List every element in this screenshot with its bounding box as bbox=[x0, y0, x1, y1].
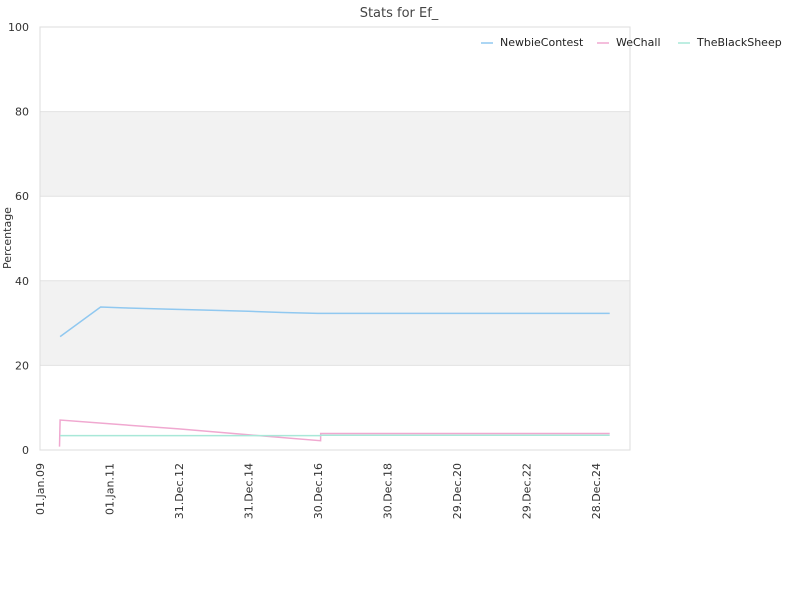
y-tick-label: 60 bbox=[15, 190, 29, 203]
x-tick-label: 29.Dec.20 bbox=[451, 463, 464, 519]
x-tick-label: 31.Dec.14 bbox=[243, 463, 256, 519]
y-tick-label: 80 bbox=[15, 106, 29, 119]
legend: NewbieContest WeChall TheBlackSheep bbox=[481, 36, 782, 49]
grid-band bbox=[40, 280, 630, 366]
y-axis-label: Percentage bbox=[1, 207, 14, 269]
y-tick-labels: 0 20 40 60 80 100 bbox=[8, 21, 29, 457]
legend-label: TheBlackSheep bbox=[696, 36, 782, 49]
gridlines bbox=[40, 26, 630, 451]
y-tick-label: 40 bbox=[15, 275, 29, 288]
grid-bands bbox=[40, 111, 630, 366]
x-tick-label: 29.Dec.22 bbox=[521, 463, 534, 519]
x-tick-label: 30.Dec.18 bbox=[382, 463, 395, 519]
series-line bbox=[58, 419, 610, 447]
legend-label: WeChall bbox=[616, 36, 661, 49]
series-lines bbox=[58, 306, 610, 447]
series-line bbox=[59, 306, 610, 338]
plot-border bbox=[39, 26, 631, 451]
y-tick-label: 0 bbox=[22, 444, 29, 457]
y-tick-label: 20 bbox=[15, 359, 29, 372]
x-tick-label: 31.Dec.12 bbox=[173, 463, 186, 519]
x-tick-labels: 01.Jan.09 01.Jan.11 31.Dec.12 31.Dec.14 30.D… bbox=[34, 463, 603, 519]
y-tick-label: 100 bbox=[8, 21, 29, 34]
chart-title: Stats for Ef_ bbox=[360, 6, 439, 21]
x-tick-label: 30.Dec.16 bbox=[312, 463, 325, 519]
x-tick-label: 01.Jan.09 bbox=[34, 463, 47, 515]
x-tick-label: 28.Dec.24 bbox=[590, 463, 603, 519]
grid-band bbox=[40, 111, 630, 197]
legend-label: NewbieContest bbox=[500, 36, 584, 49]
x-tick-label: 01.Jan.11 bbox=[104, 463, 117, 515]
